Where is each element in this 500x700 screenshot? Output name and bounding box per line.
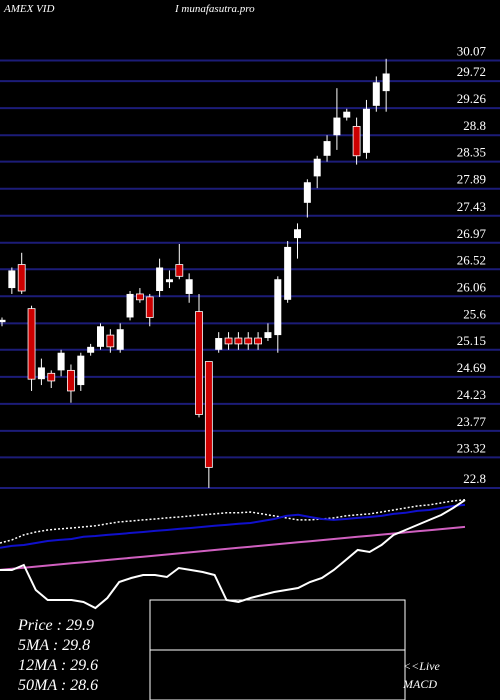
y-tick-label: 24.69 — [457, 360, 486, 375]
y-tick-label: 24.23 — [457, 387, 486, 402]
candle-body — [77, 355, 85, 386]
candle-body — [135, 293, 144, 301]
candle-body — [195, 311, 203, 415]
candle-body — [224, 337, 233, 345]
candle-body — [284, 246, 292, 300]
y-tick-label: 29.72 — [457, 64, 486, 79]
candle-body — [175, 264, 184, 277]
candle-body — [165, 279, 173, 283]
y-tick-label: 30.07 — [457, 44, 487, 59]
candle-body — [204, 361, 213, 468]
y-tick-label: 27.89 — [457, 172, 486, 187]
candle-body — [244, 337, 253, 345]
candle-body — [294, 229, 301, 239]
y-tick-label: 27.43 — [457, 199, 486, 214]
y-tick-label: 29.26 — [457, 91, 487, 106]
candle-body — [264, 332, 272, 339]
y-tick-label: 23.77 — [457, 414, 487, 429]
candle-body — [57, 352, 65, 371]
info-line: 12MA : 29.6 — [18, 657, 98, 674]
candle-body — [274, 279, 282, 336]
candle-body — [352, 125, 361, 157]
candle-body — [362, 108, 370, 153]
candle-body — [87, 346, 95, 353]
candle-body — [254, 337, 263, 345]
candle-body — [37, 367, 45, 380]
info-line: 5MA : 29.8 — [18, 637, 90, 654]
indicator-line — [0, 525, 466, 571]
candle-body — [145, 296, 154, 318]
candle-body — [303, 182, 311, 203]
y-tick-label: 25.6 — [463, 306, 486, 321]
candle-body — [116, 329, 124, 350]
candle-body — [323, 141, 331, 156]
macd-label: MACD — [402, 677, 437, 691]
indicator-line — [0, 503, 466, 549]
y-tick-label: 25.15 — [457, 333, 486, 348]
y-tick-label: 28.8 — [463, 118, 486, 133]
candle-body — [185, 279, 193, 294]
y-tick-label: 22.8 — [463, 471, 486, 486]
info-line: Price : 29.9 — [17, 617, 94, 634]
y-tick-label: 23.32 — [457, 440, 486, 455]
candle-body — [17, 264, 26, 292]
candle-body — [343, 111, 351, 118]
y-tick-label: 28.35 — [457, 145, 486, 160]
candle-body — [97, 326, 104, 347]
y-tick-label: 26.06 — [457, 279, 487, 294]
chart-subtitle: I munafasutra.pro — [174, 3, 255, 15]
candle-body — [27, 308, 36, 380]
y-tick-label: 26.52 — [457, 252, 486, 267]
candle-body — [313, 158, 321, 177]
candle-body — [382, 73, 390, 92]
indicator-line — [0, 499, 466, 610]
chart-title: AMEX VID — [3, 3, 54, 15]
candle-body — [234, 337, 243, 345]
live-label: <<Live — [403, 659, 441, 673]
candle-body — [47, 372, 56, 382]
candle-body — [126, 293, 134, 318]
candle-body — [106, 334, 115, 348]
candle-body — [0, 319, 6, 323]
info-line: 50MA : 28.6 — [18, 677, 98, 694]
candle-body — [372, 82, 380, 106]
candle-body — [8, 270, 16, 289]
candle-body — [215, 338, 223, 350]
candle-body — [333, 117, 341, 136]
candle-body — [156, 267, 164, 292]
candle-body — [67, 369, 75, 392]
y-tick-label: 26.97 — [457, 226, 487, 241]
